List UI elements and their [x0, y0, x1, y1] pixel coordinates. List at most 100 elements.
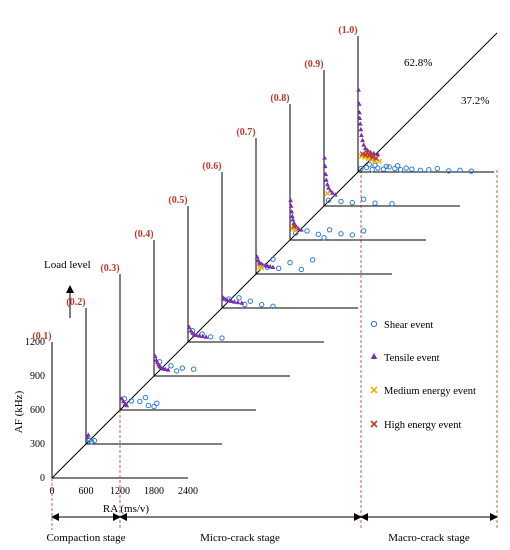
- y-tick-label: 600: [30, 405, 45, 416]
- data-point-shear: [179, 365, 186, 371]
- load-level-label: (0.5): [168, 195, 187, 206]
- data-point-tensile: [165, 367, 171, 372]
- data-point-shear: [304, 228, 310, 234]
- data-point-tensile: [152, 353, 158, 358]
- data-point-tensile: [289, 209, 295, 214]
- percent-lower: 37.2%: [461, 95, 489, 107]
- data-point-shear: [363, 164, 370, 171]
- data-point-tensile: [84, 434, 90, 439]
- load-level-label: Load level: [44, 259, 91, 271]
- data-point-tensile: [196, 333, 202, 338]
- data-point-shear: [426, 167, 432, 173]
- data-point-shear: [298, 266, 305, 273]
- data-point-shear: [380, 166, 387, 172]
- data-point-shear: [137, 398, 143, 405]
- data-point-shear: [372, 200, 378, 206]
- y-axis-label: AF (kHz): [13, 390, 25, 433]
- x-tick-label: 1800: [144, 486, 164, 497]
- data-point-shear: [287, 259, 293, 266]
- data-point-tensile: [298, 227, 304, 232]
- legend-marker-high: [370, 420, 378, 428]
- data-point-tensile: [288, 197, 293, 203]
- data-point-shear: [142, 394, 149, 401]
- data-point-shear: [309, 257, 316, 263]
- data-point-shear: [349, 232, 356, 238]
- legend-marker-medium: [370, 386, 378, 394]
- data-point-tensile: [326, 185, 331, 190]
- data-point-tensile: [239, 300, 245, 305]
- y-tick-label: 0: [40, 473, 45, 484]
- load-level-label: (0.1): [32, 331, 51, 342]
- data-point-shear: [247, 298, 254, 304]
- y-tick-label: 300: [30, 439, 45, 450]
- data-point-tensile: [360, 137, 365, 143]
- data-point-medium-energy: [324, 190, 331, 197]
- data-point-shear: [173, 368, 180, 374]
- load-stage-panels: (0.1) (0.2) (0.3) (0.4) (0.5) (0.6) (0.7) (0.8)…: [32, 25, 494, 445]
- legend-label: Tensile event: [384, 353, 440, 364]
- data-point-high-energy: [291, 223, 297, 230]
- x-axis-label: RA (ms/v): [103, 503, 149, 515]
- load-level-label: (0.4): [134, 229, 153, 240]
- data-point-shear: [128, 398, 135, 404]
- data-point-shear: [392, 165, 398, 172]
- x-tick-label: 600: [79, 486, 94, 497]
- y-tick-label: 900: [30, 371, 45, 382]
- data-point-shear: [236, 295, 242, 301]
- data-point-shear: [389, 201, 395, 207]
- data-point-tensile: [322, 163, 328, 169]
- data-point-shear: [219, 335, 225, 341]
- data-point-tensile: [229, 298, 235, 303]
- data-point-tensile: [375, 151, 381, 157]
- data-point-shear: [270, 256, 276, 262]
- data-point-shear: [207, 334, 214, 340]
- data-point-tensile: [162, 366, 168, 371]
- legend: Shear event Tensile event Medium energy …: [370, 320, 476, 431]
- data-point-shear: [321, 235, 327, 241]
- data-point-tensile: [323, 177, 329, 182]
- data-point-shear: [258, 301, 265, 308]
- data-point-tensile: [330, 190, 335, 195]
- data-point-tensile: [359, 132, 364, 137]
- data-point-high-energy: [368, 151, 375, 158]
- data-point-tensile: [288, 203, 294, 208]
- data-point-high-energy: [364, 150, 370, 156]
- data-point-shear: [154, 400, 160, 406]
- data-point-tensile: [357, 109, 362, 115]
- data-point-shear: [375, 165, 381, 171]
- data-point-high-energy: [359, 151, 366, 157]
- data-point-shear: [349, 199, 356, 206]
- data-point-tensile: [264, 263, 270, 268]
- data-point-tensile: [194, 332, 199, 337]
- data-point-shear: [145, 402, 152, 409]
- data-point-tensile: [85, 432, 91, 437]
- data-point-tensile: [235, 299, 241, 305]
- data-point-tensile: [119, 396, 125, 401]
- percent-upper: 62.8%: [404, 57, 432, 69]
- data-point-tensile: [296, 226, 301, 231]
- data-point-shear: [325, 197, 332, 204]
- data-point-shear: [383, 163, 390, 170]
- data-point-tensile: [270, 264, 276, 269]
- data-point-shear: [358, 165, 364, 172]
- data-point-shear: [468, 168, 475, 174]
- legend-marker-tensile: [370, 353, 378, 359]
- data-point-high-energy: [373, 155, 379, 162]
- legend-label: Shear event: [384, 320, 433, 331]
- data-point-shear: [403, 165, 409, 171]
- x-tick-label: 0: [50, 486, 55, 497]
- data-point-tensile: [124, 402, 130, 408]
- data-point-tensile: [232, 299, 237, 304]
- data-point-tensile: [267, 264, 273, 269]
- data-point-shear: [360, 196, 367, 202]
- data-point-tensile: [203, 334, 209, 339]
- data-point-shear: [270, 303, 276, 309]
- data-point-shear: [372, 162, 378, 168]
- load-level-label: (0.8): [270, 93, 289, 104]
- legend-marker-shear: [370, 320, 378, 328]
- data-point-tensile: [200, 333, 206, 339]
- load-level-label: (0.9): [304, 59, 323, 70]
- data-point-tensile: [322, 155, 327, 160]
- stage-label-compaction: Compaction stage: [46, 532, 125, 544]
